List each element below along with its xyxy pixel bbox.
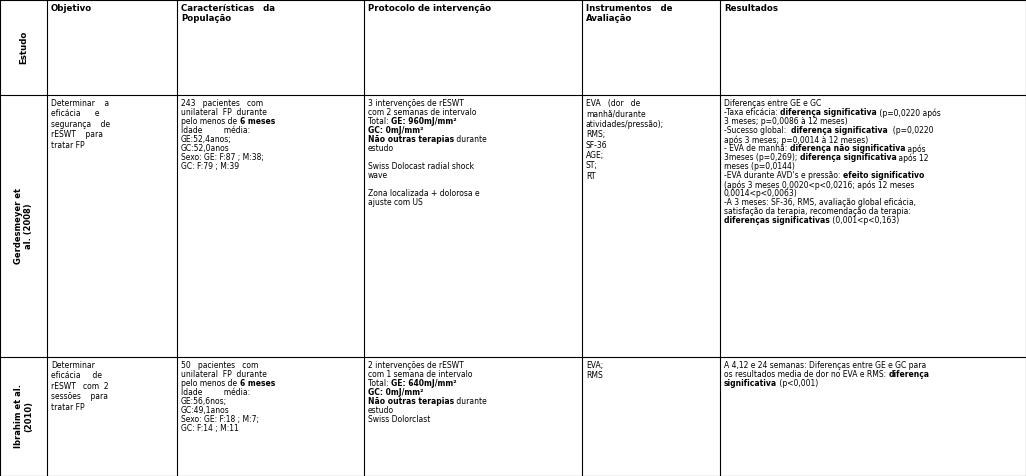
Text: Sexo: GE: F:18 ; M:7;: Sexo: GE: F:18 ; M:7; bbox=[181, 415, 259, 424]
Text: com 1 semana de intervalo: com 1 semana de intervalo bbox=[368, 370, 473, 379]
Text: Determinar
eficácia     de
rESWT   com  2
sessões    para
tratar FP: Determinar eficácia de rESWT com 2 sessõ… bbox=[51, 361, 109, 412]
Text: EVA   (dor   de
manhã/durante
atividades/pressão);
RMS;
SF-36
AGE;
ST;
RT: EVA (dor de manhã/durante atividades/pre… bbox=[586, 99, 664, 181]
Text: GE: 640mJ/mm²: GE: 640mJ/mm² bbox=[391, 379, 457, 388]
Text: Determinar    a
eficácia      e
segurança    de
rESWT    para
tratar FP: Determinar a eficácia e segurança de rES… bbox=[51, 99, 110, 149]
Text: Swiss Dolorclast: Swiss Dolorclast bbox=[368, 415, 430, 424]
Text: pelo menos de: pelo menos de bbox=[181, 379, 239, 388]
Text: diferença significativa: diferença significativa bbox=[791, 126, 887, 135]
Text: Não outras terapias: Não outras terapias bbox=[368, 397, 455, 406]
Text: unilateral  FP  durante: unilateral FP durante bbox=[181, 108, 267, 117]
Text: GC:49,1anos: GC:49,1anos bbox=[181, 406, 230, 415]
Text: 6 meses: 6 meses bbox=[239, 379, 275, 388]
Text: (p=0,0220 após: (p=0,0220 após bbox=[877, 108, 941, 118]
Text: estudo: estudo bbox=[368, 144, 394, 153]
Text: ajuste com US: ajuste com US bbox=[368, 198, 423, 207]
Text: GC: F:79 ; M:39: GC: F:79 ; M:39 bbox=[181, 162, 239, 171]
Text: Ibrahim et al.
(2010): Ibrahim et al. (2010) bbox=[13, 385, 33, 448]
Text: (0,001<p<0,163): (0,001<p<0,163) bbox=[830, 216, 899, 225]
Text: pelo menos de: pelo menos de bbox=[181, 117, 239, 126]
Text: Gerdesmeyer et
al. (2008): Gerdesmeyer et al. (2008) bbox=[13, 188, 33, 264]
Text: 50   pacientes   com: 50 pacientes com bbox=[181, 361, 259, 370]
Text: meses (p=0,0144): meses (p=0,0144) bbox=[724, 162, 795, 171]
Text: GE:52,4anos;: GE:52,4anos; bbox=[181, 135, 232, 144]
Text: EVA;
RMS: EVA; RMS bbox=[586, 361, 603, 380]
Text: (p<0,001): (p<0,001) bbox=[777, 379, 819, 388]
Text: com 2 semanas de intervalo: com 2 semanas de intervalo bbox=[368, 108, 476, 117]
Text: - EVA de manhã:: - EVA de manhã: bbox=[724, 144, 790, 153]
Text: Idade         média:: Idade média: bbox=[181, 388, 250, 397]
Text: Sexo: GE: F:87 ; M:38;: Sexo: GE: F:87 ; M:38; bbox=[181, 153, 264, 162]
Text: os resultados media de dor no EVA e RMS:: os resultados media de dor no EVA e RMS: bbox=[724, 370, 889, 379]
Text: Total:: Total: bbox=[368, 379, 391, 388]
Text: diferença: diferença bbox=[889, 370, 930, 379]
Text: após 12: após 12 bbox=[897, 153, 929, 163]
Text: GC: 0mJ/mm²: GC: 0mJ/mm² bbox=[368, 126, 424, 135]
Text: 3 intervenções de rESWT: 3 intervenções de rESWT bbox=[368, 99, 464, 108]
Text: significativa: significativa bbox=[724, 379, 777, 388]
Text: efeito significativo: efeito significativo bbox=[843, 171, 924, 180]
Text: diferença significativa: diferença significativa bbox=[780, 108, 877, 117]
Text: 243   pacientes   com: 243 pacientes com bbox=[181, 99, 263, 108]
Text: unilateral  FP  durante: unilateral FP durante bbox=[181, 370, 267, 379]
Text: Estudo: Estudo bbox=[19, 31, 28, 64]
Text: A 4,12 e 24 semanas: Diferenças entre GE e GC para: A 4,12 e 24 semanas: Diferenças entre GE… bbox=[724, 361, 926, 370]
Text: após 3 meses; p=0,0014 à 12 meses): após 3 meses; p=0,0014 à 12 meses) bbox=[724, 135, 868, 145]
Text: -Taxa eficácia:: -Taxa eficácia: bbox=[724, 108, 780, 117]
Text: GE: 960mJ/mm²: GE: 960mJ/mm² bbox=[391, 117, 457, 126]
Text: 3 meses; p=0,0086 à 12 meses): 3 meses; p=0,0086 à 12 meses) bbox=[724, 117, 847, 126]
Text: (p=0,0220: (p=0,0220 bbox=[887, 126, 934, 135]
Text: wave: wave bbox=[368, 171, 388, 180]
Text: durante: durante bbox=[455, 397, 487, 406]
Text: GC:52,0anos: GC:52,0anos bbox=[181, 144, 230, 153]
Text: Zona localizada + dolorosa e: Zona localizada + dolorosa e bbox=[368, 189, 479, 198]
Text: Swiss Dolocast radial shock: Swiss Dolocast radial shock bbox=[368, 162, 474, 171]
Text: Características   da
População: Características da População bbox=[181, 4, 275, 23]
Text: -Sucesso global:: -Sucesso global: bbox=[724, 126, 791, 135]
Text: (após 3 meses 0,0020<p<0,0216; após 12 meses: (após 3 meses 0,0020<p<0,0216; após 12 m… bbox=[724, 180, 914, 189]
Text: Resultados: Resultados bbox=[724, 4, 778, 13]
Text: Protocolo de intervenção: Protocolo de intervenção bbox=[368, 4, 491, 13]
Text: Instrumentos   de
Avaliação: Instrumentos de Avaliação bbox=[586, 4, 672, 23]
Text: satisfação da terapia, recomendação da terapia:: satisfação da terapia, recomendação da t… bbox=[724, 207, 911, 216]
Text: Objetivo: Objetivo bbox=[51, 4, 92, 13]
Text: Diferenças entre GE e GC: Diferenças entre GE e GC bbox=[724, 99, 821, 108]
Text: Não outras terapias: Não outras terapias bbox=[368, 135, 455, 144]
Text: Idade         média:: Idade média: bbox=[181, 126, 250, 135]
Text: Total:: Total: bbox=[368, 117, 391, 126]
Text: -A 3 meses: SF-36, RMS, avaliação global eficácia,: -A 3 meses: SF-36, RMS, avaliação global… bbox=[724, 198, 916, 207]
Text: 0,0014<p<0,0063): 0,0014<p<0,0063) bbox=[724, 189, 798, 198]
Text: GC: 0mJ/mm²: GC: 0mJ/mm² bbox=[368, 388, 424, 397]
Text: GE:56,6nos;: GE:56,6nos; bbox=[181, 397, 227, 406]
Text: diferença não significativa: diferença não significativa bbox=[790, 144, 905, 153]
Text: -EVA durante AVD's e pressão:: -EVA durante AVD's e pressão: bbox=[724, 171, 843, 180]
Text: diferença significativa: diferença significativa bbox=[799, 153, 897, 162]
Text: diferenças significativas: diferenças significativas bbox=[724, 216, 830, 225]
Text: 2 intervenções de rESWT: 2 intervenções de rESWT bbox=[368, 361, 464, 370]
Text: GC: F:14 ; M:11: GC: F:14 ; M:11 bbox=[181, 424, 239, 433]
Text: durante: durante bbox=[455, 135, 487, 144]
Text: 6 meses: 6 meses bbox=[239, 117, 275, 126]
Text: estudo: estudo bbox=[368, 406, 394, 415]
Text: após: após bbox=[905, 144, 925, 154]
Text: 3meses (p=0,269);: 3meses (p=0,269); bbox=[724, 153, 799, 162]
